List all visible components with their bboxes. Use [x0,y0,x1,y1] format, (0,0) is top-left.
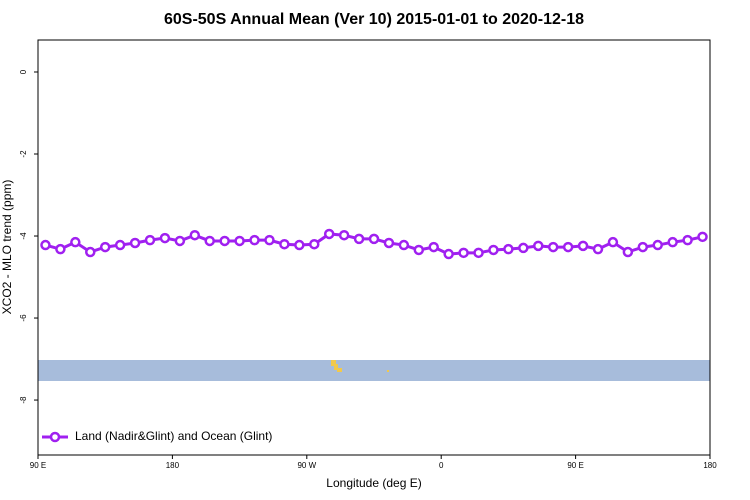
point [144,234,156,246]
point [85,246,96,258]
point [473,247,484,259]
point [443,248,454,260]
point [40,239,51,251]
point [533,240,544,252]
x-tick-label: 90 E [567,461,583,470]
point [383,237,395,249]
point [189,229,201,241]
point [279,238,290,250]
point [547,241,559,253]
point [204,235,215,247]
legend-text: Land (Nadir&Glint) and Ocean (Glint) [75,429,272,443]
y-tick-label: -4 [19,232,28,240]
point [353,233,365,245]
point [622,246,634,258]
point [413,244,425,256]
point [592,243,604,255]
point [428,241,439,253]
point [518,242,529,254]
point [264,234,275,246]
x-tick-label: 90 E [30,461,46,470]
point [458,247,469,259]
point [488,244,499,256]
legend-marker [49,431,61,443]
point [667,236,678,248]
point [55,243,66,255]
x-tick-label: 0 [439,461,444,470]
x-tick-label: 180 [166,461,180,470]
point [503,243,514,255]
y-axis-label: XCO2 - MLO trend (ppm) [0,180,14,315]
point [697,231,708,243]
y-tick-label: 0 [19,69,28,74]
point [562,241,574,253]
point [249,234,260,246]
point [234,235,245,247]
point [70,236,81,248]
point [323,228,335,240]
map-strip [38,360,710,381]
x-axis-label: Longitude (deg E) [326,476,421,490]
plot-frame [37,39,711,456]
point [114,239,126,251]
x-tick-label: 180 [703,461,717,470]
point [652,239,663,251]
point [577,240,589,252]
point [174,235,186,247]
y-tick-label: -8 [19,396,28,404]
point [607,236,619,248]
point [219,235,230,247]
point [309,238,320,250]
land-patch [331,360,389,372]
y-tick-label: -2 [19,150,28,158]
y-tick-label: -6 [19,314,28,322]
point [338,229,350,241]
x-tick-label: 90 W [297,461,316,470]
point [368,233,380,245]
chart-title: 60S-50S Annual Mean (Ver 10) 2015-01-01 … [164,11,584,28]
point [99,241,111,253]
point [682,234,693,246]
point [129,237,141,249]
point [294,239,305,251]
point [398,239,410,251]
point [637,241,649,253]
point [159,232,171,244]
